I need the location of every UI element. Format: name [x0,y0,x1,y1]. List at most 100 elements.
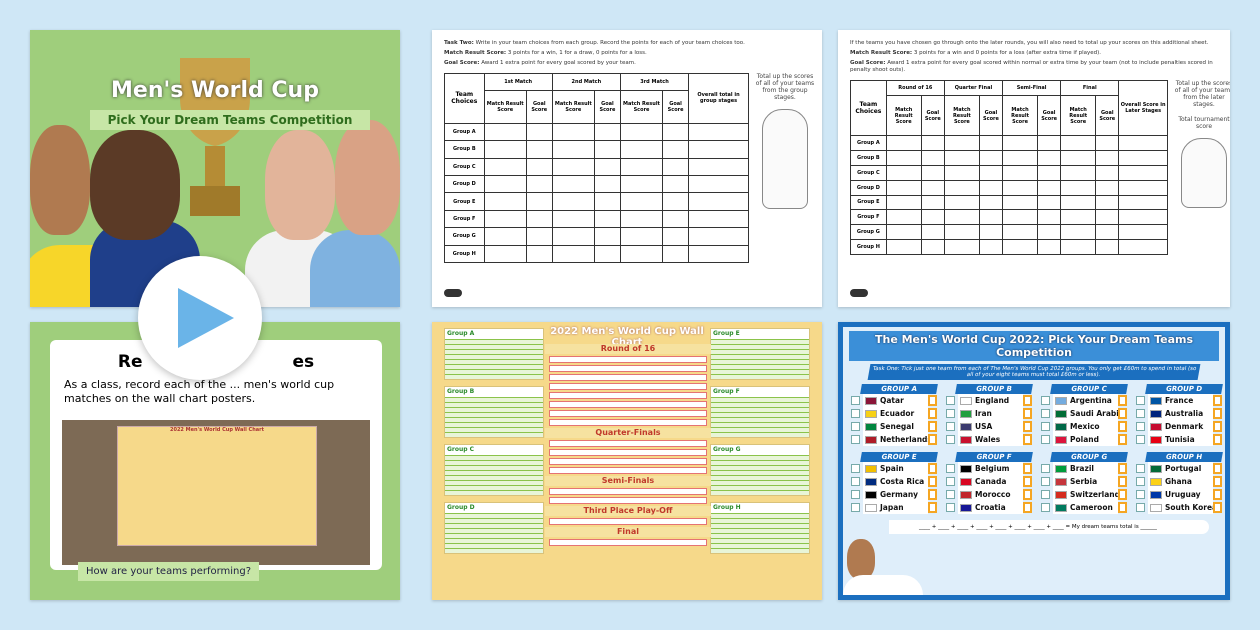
flag-icon [1055,396,1067,405]
team-checkbox[interactable] [851,477,860,486]
team-checkbox[interactable] [1041,490,1050,499]
wall-chart-group: Group C [444,444,544,496]
score-cell [920,194,945,211]
match-line [711,339,809,344]
team-row: Netherlands [851,433,937,446]
flag-icon [1150,477,1162,486]
player-image [843,575,923,595]
team-checkbox[interactable] [946,477,955,486]
stage-header: Semi-Final [1002,80,1062,96]
team-checkbox[interactable] [1041,477,1050,486]
team-checkbox[interactable] [851,503,860,512]
match-line [445,513,543,518]
team-checkbox[interactable] [1136,477,1145,486]
team-checkbox[interactable] [1041,503,1050,512]
match-row [549,488,707,495]
side-note: Total up the scores of all of your teams… [755,73,815,101]
match-row [549,356,707,363]
match-line [445,460,543,465]
team-row: South Korea [1136,501,1222,514]
team-checkbox[interactable] [1136,503,1145,512]
team-checkbox[interactable] [946,490,955,499]
match-line [711,417,809,422]
score-cell [1060,179,1097,196]
flag-icon [1055,422,1067,431]
score-cell [1002,209,1039,226]
match-line [711,513,809,518]
team-checkbox[interactable] [1136,435,1145,444]
team-checkbox[interactable] [851,435,860,444]
price-tag [1118,476,1127,487]
score-cell [920,150,945,166]
team-checkbox[interactable] [851,409,860,418]
wall-chart-thumbnail[interactable]: 2022 Men's World Cup Wall Chart Group A G… [432,322,822,600]
score-cell [1118,194,1168,211]
team-checkbox[interactable] [1041,396,1050,405]
price-tag [928,489,937,500]
team-row: Qatar [851,394,937,407]
rule-text: Award 1 extra point for every goal score… [481,60,636,66]
team-checkbox[interactable] [851,490,860,499]
team-checkbox[interactable] [1041,464,1050,473]
match-line [711,490,809,495]
match-line [445,339,543,344]
group-stage-score-sheet-thumbnail[interactable]: Task Two: Write in your team choices fro… [432,30,822,307]
dream-teams-competition-thumbnail[interactable]: The Men's World Cup 2022: Pick Your Drea… [838,322,1230,600]
score-cell [943,150,980,166]
team-name: Cameroon [1070,503,1113,512]
score-cell [525,227,553,246]
team-checkbox[interactable] [851,422,860,431]
table-row: Group C [850,164,1168,181]
score-cell [885,209,922,226]
team-checkbox[interactable] [946,435,955,444]
price-tag [1118,502,1127,513]
match-line [711,475,809,480]
price-tag [1118,463,1127,474]
team-checkbox[interactable] [946,396,955,405]
group-label: Group E [444,192,485,211]
stage-label: Final [545,527,711,537]
team-name: Iran [975,409,992,418]
player-image [335,120,400,235]
match-row [549,518,707,525]
play-button[interactable] [138,256,262,380]
title-slide-thumbnail[interactable]: Men's World Cup Pick Your Dream Teams Co… [30,30,400,307]
team-checkbox[interactable] [946,409,955,418]
score-cell [885,179,922,196]
score-cell [978,135,1004,151]
team-checkbox[interactable] [946,503,955,512]
score-cell [885,194,922,211]
price-tag [1213,463,1222,474]
team-checkbox[interactable] [851,464,860,473]
group-box: GROUP F Belgium Canada Morocco Croatia [946,452,1033,514]
team-checkbox[interactable] [1041,409,1050,418]
team-checkbox[interactable] [1136,422,1145,431]
price-tag [1023,489,1032,500]
score-cell [619,227,664,246]
score-cell [593,122,621,142]
table-row: Group E [850,194,1168,211]
flag-icon [1055,503,1067,512]
team-checkbox[interactable] [1136,490,1145,499]
team-checkbox[interactable] [1041,422,1050,431]
team-checkbox[interactable] [1136,396,1145,405]
group-label: Group F [850,209,887,226]
team-checkbox[interactable] [1136,409,1145,418]
team-checkbox[interactable] [851,396,860,405]
team-checkbox[interactable] [1136,464,1145,473]
group-label: Group C [850,164,887,181]
team-name: Wales [975,435,1001,444]
later-stage-score-sheet-thumbnail[interactable]: If the teams you have chosen go through … [838,30,1230,307]
side-note-total: Total tournament score [1178,116,1230,130]
score-cell [551,244,595,264]
team-row: Belgium [946,462,1032,475]
score-cell [943,179,980,196]
score-cell [1118,209,1168,226]
match-row [549,449,707,456]
match-line [711,528,809,533]
score-cell [662,157,690,176]
team-checkbox[interactable] [1041,435,1050,444]
match-row [549,539,707,546]
team-checkbox[interactable] [946,464,955,473]
team-checkbox[interactable] [946,422,955,431]
